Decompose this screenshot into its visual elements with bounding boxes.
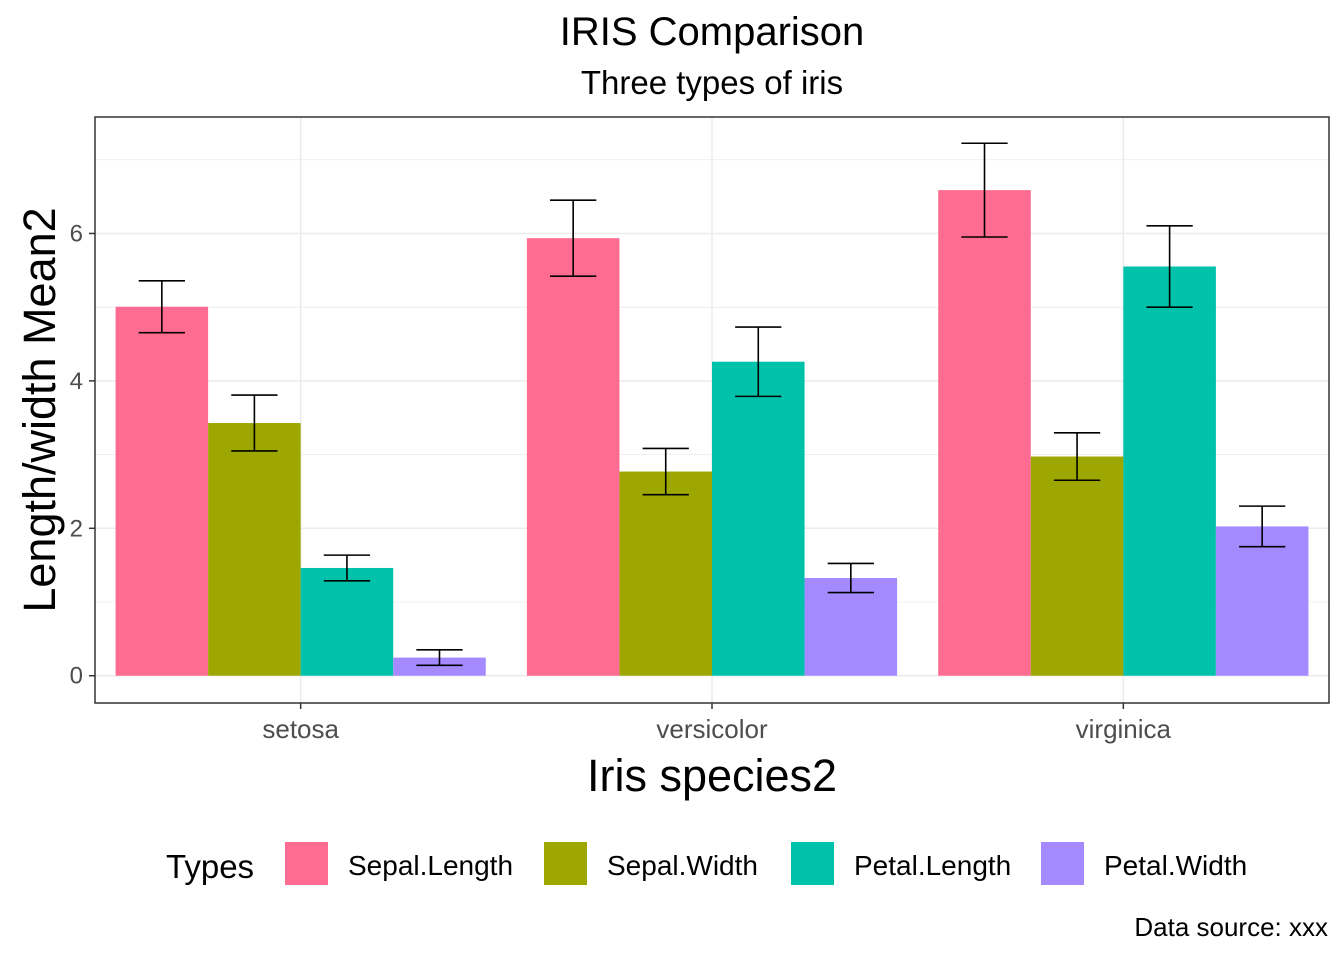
y-tick-label: 6 bbox=[70, 220, 83, 247]
x-axis-title: Iris species2 bbox=[587, 750, 837, 801]
legend: Types Sepal.Length Sepal.Width Petal.Lengt… bbox=[166, 842, 1247, 885]
error-bars bbox=[138, 142, 1286, 667]
x-tick-label: versicolor bbox=[656, 714, 768, 744]
y-axis-title: Length/width Mean2 bbox=[14, 207, 65, 612]
bar bbox=[1123, 266, 1216, 676]
chart-title: IRIS Comparison bbox=[559, 10, 865, 54]
x-tick-label: setosa bbox=[262, 714, 339, 744]
bar bbox=[300, 567, 394, 676]
legend-key bbox=[544, 842, 587, 885]
bar bbox=[208, 423, 301, 676]
bar bbox=[526, 238, 620, 676]
legend-label: Petal.Length bbox=[854, 850, 1011, 881]
y-tick-label: 2 bbox=[70, 515, 83, 542]
x-tick-label: virginica bbox=[1076, 714, 1172, 744]
bar bbox=[393, 657, 486, 676]
chart-subtitle: Three types of iris bbox=[580, 64, 844, 101]
bar bbox=[115, 306, 209, 676]
bar bbox=[1030, 456, 1124, 676]
bar bbox=[1215, 526, 1309, 676]
bar bbox=[712, 361, 805, 676]
data-source-caption: Data source: xxx bbox=[1134, 912, 1328, 942]
y-tick-label: 4 bbox=[70, 368, 83, 395]
bars bbox=[115, 190, 1309, 676]
legend-key bbox=[791, 842, 834, 885]
y-tick-label: 0 bbox=[70, 663, 83, 690]
axes: 0 2 4 6 setosa versicolor virginica bbox=[70, 220, 1172, 744]
legend-label: Sepal.Length bbox=[348, 850, 513, 881]
legend-label: Petal.Width bbox=[1104, 850, 1247, 881]
bar bbox=[938, 190, 1031, 676]
legend-key bbox=[1041, 842, 1084, 885]
bar bbox=[804, 577, 898, 676]
legend-title: Types bbox=[166, 848, 254, 885]
bar bbox=[619, 471, 712, 676]
legend-key bbox=[285, 842, 328, 885]
legend-label: Sepal.Width bbox=[607, 850, 758, 881]
